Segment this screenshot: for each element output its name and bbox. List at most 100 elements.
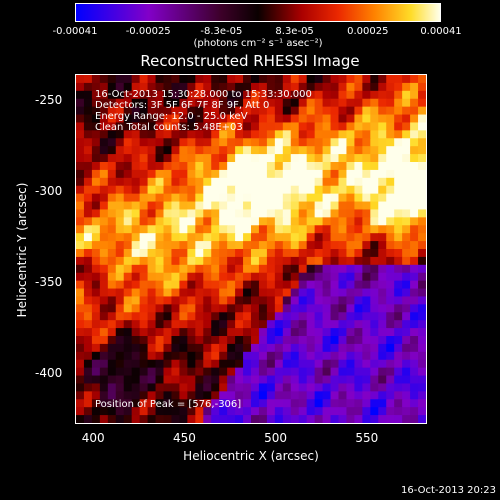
heatmap-cell xyxy=(410,256,419,266)
heatmap-cell xyxy=(76,249,85,258)
heatmap-cell xyxy=(115,296,125,305)
heatmap-cell xyxy=(298,130,308,139)
heatmap-cell xyxy=(235,256,244,266)
heatmap-cell xyxy=(91,375,101,385)
heatmap-cell xyxy=(402,185,411,195)
heatmap-cell xyxy=(83,304,93,313)
heatmap-cell xyxy=(266,256,276,266)
heatmap-cell xyxy=(346,233,355,242)
heatmap-cell xyxy=(107,114,117,124)
heatmap-cell xyxy=(362,249,371,258)
heatmap-cell xyxy=(266,351,276,361)
heatmap-cell xyxy=(179,146,188,155)
heatmap-cell xyxy=(346,106,355,116)
heatmap-cell xyxy=(394,122,403,131)
heatmap-cell xyxy=(83,138,93,147)
colorbar-tick-label: 8.3e-05 xyxy=(275,26,314,37)
heatmap-cell xyxy=(410,225,419,234)
heatmap-cell xyxy=(107,193,117,203)
heatmap-cell xyxy=(306,296,316,305)
heatmap-cell xyxy=(107,233,117,242)
heatmap-cell xyxy=(163,407,173,416)
heatmap-cell xyxy=(243,162,252,171)
heatmap-cell xyxy=(83,383,93,392)
heatmap-cell xyxy=(211,193,220,203)
heatmap-cell xyxy=(306,312,316,321)
heatmap-cell xyxy=(386,90,395,100)
heatmap-cell xyxy=(282,264,292,274)
heatmap-cell xyxy=(306,272,316,282)
heatmap-cell xyxy=(410,209,419,218)
heatmap-cell xyxy=(274,154,284,163)
heatmap-cell xyxy=(76,336,85,345)
heatmap-cell xyxy=(346,146,355,155)
heatmap-cell xyxy=(163,146,173,155)
heatmap-cell xyxy=(378,154,387,163)
heatmap-cell xyxy=(251,98,260,108)
heatmap-cell xyxy=(211,249,220,258)
heatmap-cell xyxy=(147,383,157,392)
heatmap-cell xyxy=(354,75,363,84)
heatmap-cell xyxy=(76,296,85,305)
heatmap-cell xyxy=(123,359,133,369)
heatmap-cell xyxy=(402,130,411,139)
heatmap-cell xyxy=(155,177,165,187)
heatmap-cell xyxy=(290,169,300,179)
heatmap-cell xyxy=(322,162,332,171)
heatmap-cell xyxy=(147,146,157,155)
heatmap-cell xyxy=(346,114,355,124)
heatmap-cell xyxy=(251,336,260,345)
heatmap-cell xyxy=(258,312,268,321)
heatmap-cell xyxy=(251,288,260,298)
heatmap-cell xyxy=(155,367,165,377)
heatmap-cell xyxy=(171,82,180,92)
heatmap-cell xyxy=(251,114,260,124)
heatmap-cell xyxy=(171,75,180,84)
heatmap-cell xyxy=(266,343,276,353)
heatmap-cell xyxy=(330,272,340,282)
heatmap-cell xyxy=(370,130,379,139)
heatmap-cell xyxy=(251,106,260,116)
heatmap-cell xyxy=(91,249,101,258)
heatmap-cell xyxy=(123,138,133,147)
heatmap-cell xyxy=(402,375,411,385)
heatmap-cell xyxy=(418,162,426,171)
heatmap-cell xyxy=(418,383,426,392)
heatmap-cell xyxy=(354,177,363,187)
heatmap-cell xyxy=(410,106,419,116)
heatmap-cell xyxy=(362,154,371,163)
heatmap-cell xyxy=(115,169,125,179)
heatmap-cell xyxy=(402,383,411,392)
heatmap-cell xyxy=(282,90,292,100)
heatmap-cell xyxy=(155,320,165,329)
heatmap-cell xyxy=(306,264,316,274)
heatmap-cell xyxy=(306,320,316,329)
heatmap-cell xyxy=(322,399,332,408)
heatmap-cell xyxy=(76,383,85,392)
heatmap-cell xyxy=(107,272,117,282)
heatmap-cell xyxy=(76,241,85,250)
heatmap-cell xyxy=(314,407,324,416)
heatmap-cell xyxy=(322,304,332,313)
heatmap-cell xyxy=(346,288,355,298)
heatmap-cell xyxy=(330,407,340,416)
heatmap-cell xyxy=(147,343,157,353)
heatmap-cell xyxy=(370,312,379,321)
heatmap-cell xyxy=(139,375,149,385)
heatmap-cell xyxy=(99,359,109,369)
heatmap-cell xyxy=(155,122,165,131)
heatmap-cell xyxy=(330,320,340,329)
heatmap-cell xyxy=(370,138,379,147)
heatmap-cell xyxy=(131,328,141,337)
heatmap-cell xyxy=(99,75,109,84)
heatmap-cell xyxy=(219,201,228,211)
heatmap-cell xyxy=(266,146,276,155)
heatmap-cell xyxy=(330,122,340,131)
heatmap-cell xyxy=(115,280,125,290)
heatmap-cell xyxy=(155,154,165,163)
heatmap-cell xyxy=(107,169,117,179)
heatmap-cell xyxy=(410,249,419,258)
heatmap-cell xyxy=(338,264,348,274)
heatmap-cell xyxy=(266,154,276,163)
heatmap-cell xyxy=(171,146,180,155)
